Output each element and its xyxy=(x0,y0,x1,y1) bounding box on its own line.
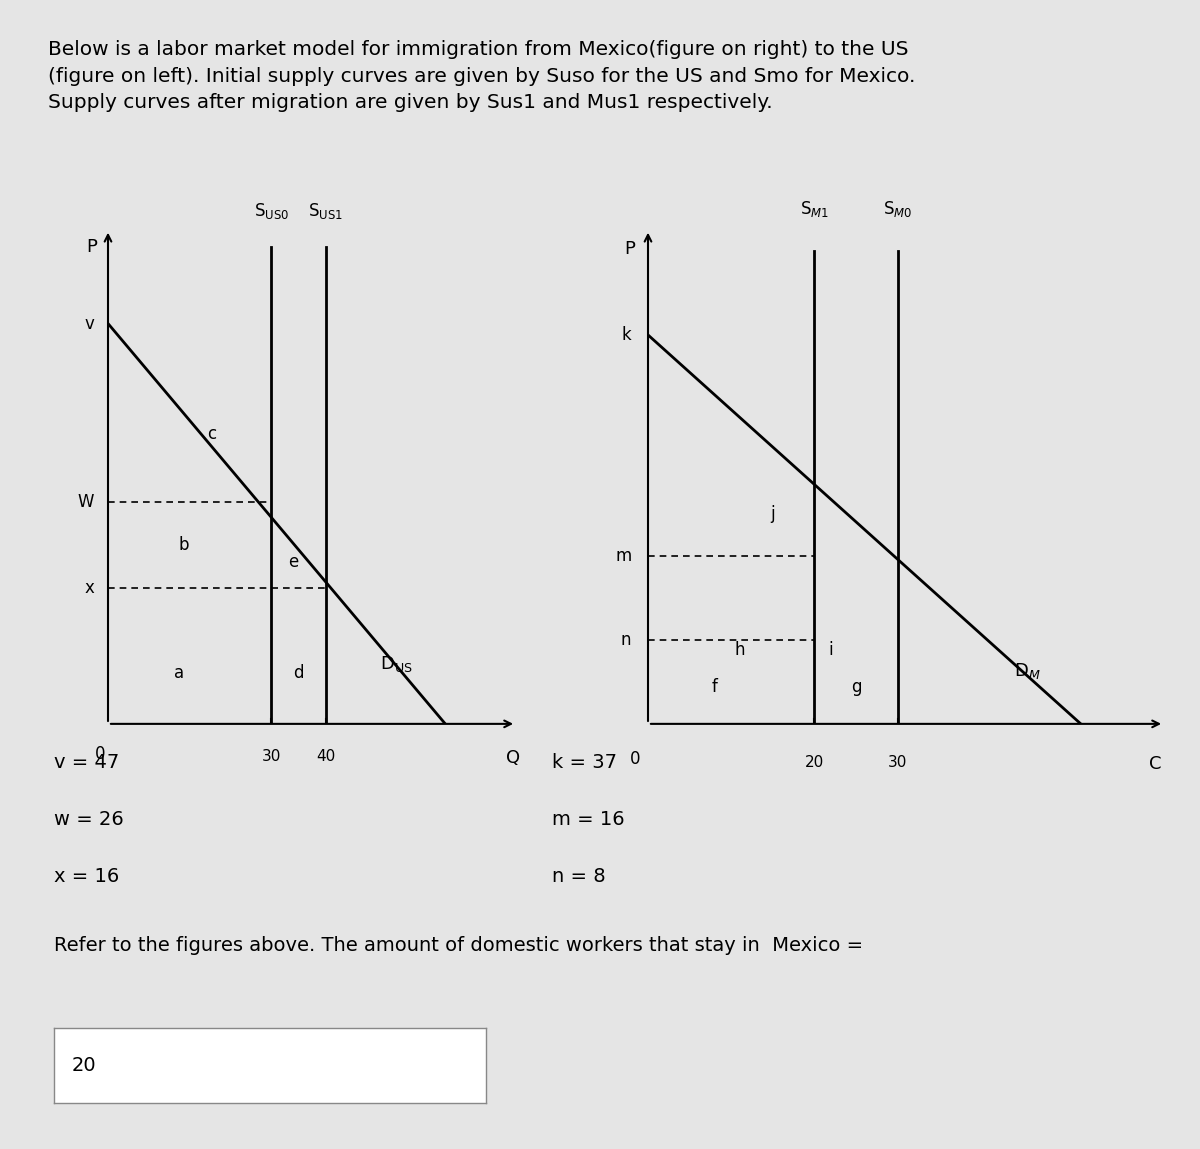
Text: Q: Q xyxy=(506,749,521,768)
Text: S$_{\sf US0}$: S$_{\sf US0}$ xyxy=(253,201,289,222)
Text: d: d xyxy=(293,664,304,681)
Text: C: C xyxy=(1150,755,1162,773)
Text: i: i xyxy=(829,641,834,660)
Text: j: j xyxy=(770,504,775,523)
Text: P: P xyxy=(86,238,97,256)
Text: 20: 20 xyxy=(71,1056,96,1075)
Text: v: v xyxy=(84,315,95,332)
Text: S$_{M0}$: S$_{M0}$ xyxy=(883,199,912,219)
Text: 20: 20 xyxy=(805,755,824,771)
Text: w = 26: w = 26 xyxy=(54,810,124,830)
Text: n = 8: n = 8 xyxy=(552,867,606,887)
Text: Refer to the figures above. The amount of domestic workers that stay in  Mexico : Refer to the figures above. The amount o… xyxy=(54,936,863,956)
Text: S$_{\sf US1}$: S$_{\sf US1}$ xyxy=(308,201,343,222)
Text: c: c xyxy=(206,425,216,444)
Text: m = 16: m = 16 xyxy=(552,810,625,830)
Text: b: b xyxy=(179,535,190,554)
Text: f: f xyxy=(712,678,718,696)
Text: D$_{\sf US}$: D$_{\sf US}$ xyxy=(380,654,413,674)
Text: e: e xyxy=(288,553,298,571)
Text: m: m xyxy=(616,547,631,564)
Text: 0: 0 xyxy=(95,746,106,763)
Text: a: a xyxy=(174,664,184,681)
Text: g: g xyxy=(851,678,862,696)
Text: k = 37: k = 37 xyxy=(552,753,617,772)
Text: D$_M$: D$_M$ xyxy=(1014,662,1040,681)
Text: x: x xyxy=(84,579,95,596)
Text: S$_{M1}$: S$_{M1}$ xyxy=(800,199,829,219)
Text: x = 16: x = 16 xyxy=(54,867,119,887)
Text: h: h xyxy=(734,641,745,660)
Text: 30: 30 xyxy=(888,755,907,771)
Text: 30: 30 xyxy=(262,749,281,764)
Text: 40: 40 xyxy=(316,749,335,764)
Text: P: P xyxy=(625,240,636,259)
Text: n: n xyxy=(620,631,631,649)
Text: 0: 0 xyxy=(630,750,641,769)
Text: v = 47: v = 47 xyxy=(54,753,119,772)
Text: W: W xyxy=(78,493,95,511)
Text: Below is a labor market model for immigration from Mexico(figure on right) to th: Below is a labor market model for immigr… xyxy=(48,40,916,113)
Text: k: k xyxy=(622,326,631,344)
